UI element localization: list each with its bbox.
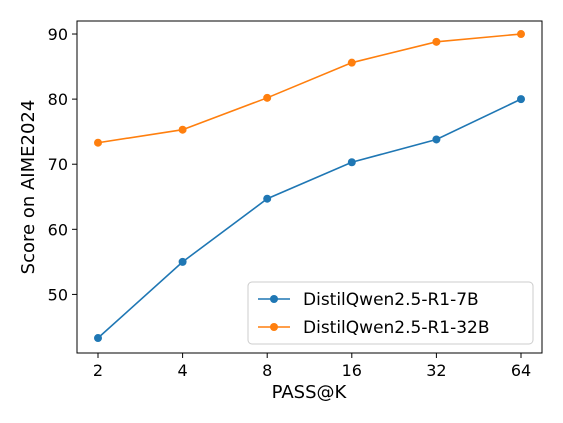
legend-label: DistilQwen2.5-R1-7B (303, 290, 479, 310)
series-2 (94, 30, 525, 147)
x-tick-label: 2 (93, 361, 103, 380)
data-point (432, 37, 441, 46)
y-tick-label: 70 (48, 155, 68, 174)
plot-frame (76, 20, 543, 354)
x-tick-label: 8 (262, 361, 272, 380)
data-point (347, 158, 356, 167)
y-tick-label: 50 (48, 285, 68, 304)
legend-label: DistilQwen2.5-R1-32B (303, 318, 490, 338)
axes: 2 4 8 16 32 64 50 60 70 80 90 (48, 25, 532, 380)
x-tick-label: 4 (178, 361, 188, 380)
data-point (263, 194, 272, 203)
series-line (97, 33, 522, 144)
x-tick-label: 64 (511, 361, 531, 380)
data-point (347, 58, 356, 67)
data-point (94, 334, 102, 343)
data-point (94, 138, 102, 147)
y-axis-title: Score on AIME2024 (18, 100, 39, 275)
data-point (178, 257, 187, 266)
y-tick-label: 60 (48, 220, 68, 239)
legend-marker (270, 323, 278, 331)
data-point (178, 125, 187, 134)
legend: DistilQwen2.5-R1-7B DistilQwen2.5-R1-32B (247, 281, 534, 345)
series-group (94, 30, 525, 343)
legend-item: DistilQwen2.5-R1-32B (258, 318, 490, 338)
x-tick-label: 32 (426, 361, 446, 380)
legend-box (247, 281, 534, 345)
y-tick-label: 80 (48, 90, 68, 109)
x-tick-label: 16 (342, 361, 362, 380)
data-point (517, 95, 525, 104)
legend-marker (270, 295, 278, 303)
x-axis-title: PASS@K (272, 382, 348, 403)
series-1 (94, 95, 525, 343)
legend-item: DistilQwen2.5-R1-7B (258, 290, 479, 310)
plot-area (76, 20, 543, 354)
data-point (263, 93, 272, 102)
series-line (97, 98, 522, 339)
data-point (432, 135, 441, 144)
data-point (517, 30, 525, 39)
y-tick-label: 90 (48, 25, 68, 44)
